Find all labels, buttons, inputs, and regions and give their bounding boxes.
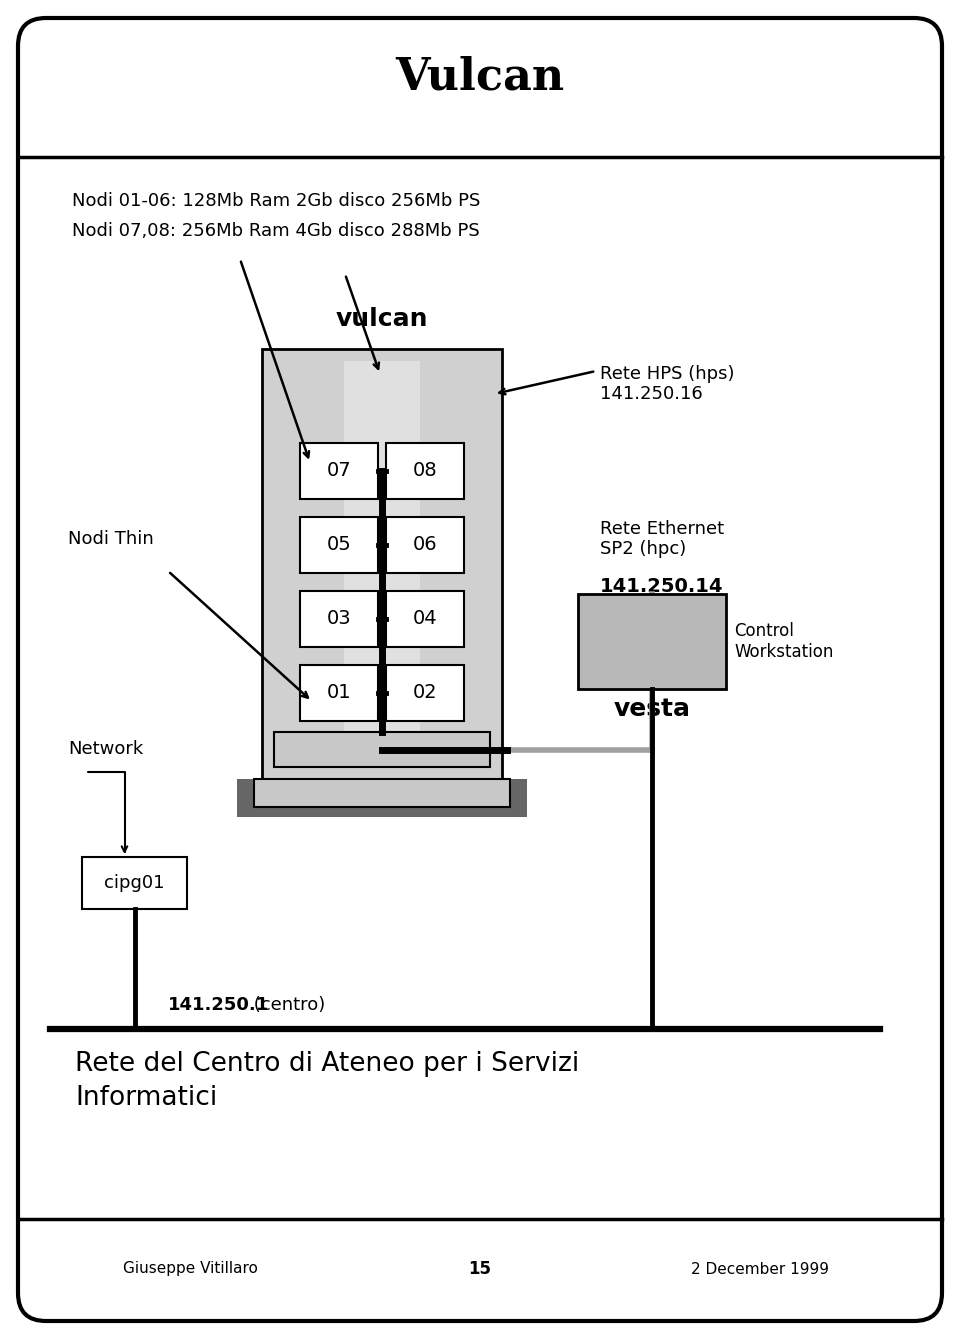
Bar — [386, 517, 464, 573]
Text: 04: 04 — [413, 609, 438, 628]
Bar — [344, 362, 420, 767]
Text: Giuseppe Vitillaro: Giuseppe Vitillaro — [123, 1261, 257, 1276]
Text: 05: 05 — [326, 536, 351, 554]
Bar — [386, 590, 464, 647]
Text: 15: 15 — [468, 1260, 492, 1277]
Bar — [386, 665, 464, 720]
Text: Rete Ethernet
SP2 (hpc): Rete Ethernet SP2 (hpc) — [600, 520, 724, 558]
Text: Rete HPS (hps)
141.250.16: Rete HPS (hps) 141.250.16 — [600, 364, 734, 403]
Text: 06: 06 — [413, 536, 438, 554]
Text: Nodi 01-06: 128Mb Ram 2Gb disco 256Mb PS: Nodi 01-06: 128Mb Ram 2Gb disco 256Mb PS — [72, 191, 480, 210]
Text: 2 December 1999: 2 December 1999 — [691, 1261, 829, 1276]
Bar — [300, 517, 378, 573]
Text: Control
Workstation: Control Workstation — [734, 623, 833, 661]
Bar — [274, 732, 490, 767]
Bar — [300, 443, 378, 499]
Bar — [578, 595, 726, 690]
Text: Nodi Thin: Nodi Thin — [68, 530, 154, 548]
Text: vulcan: vulcan — [336, 307, 428, 331]
Bar — [262, 349, 502, 779]
FancyBboxPatch shape — [18, 17, 942, 1322]
Text: 141.250.1: 141.250.1 — [168, 996, 269, 1014]
Bar — [254, 779, 510, 807]
Bar — [82, 857, 187, 909]
Text: 03: 03 — [326, 609, 351, 628]
Bar — [386, 443, 464, 499]
Bar — [300, 665, 378, 720]
Text: (centro): (centro) — [248, 996, 325, 1014]
Bar — [237, 779, 527, 817]
Text: 01: 01 — [326, 683, 351, 703]
Text: vesta: vesta — [613, 698, 690, 720]
Text: 02: 02 — [413, 683, 438, 703]
Text: 08: 08 — [413, 462, 438, 481]
Text: Rete del Centro di Ateneo per i Servizi
Informatici: Rete del Centro di Ateneo per i Servizi … — [75, 1051, 579, 1111]
Text: Vulcan: Vulcan — [396, 55, 564, 99]
Text: Network: Network — [68, 740, 143, 758]
Text: 07: 07 — [326, 462, 351, 481]
Text: Nodi 07,08: 256Mb Ram 4Gb disco 288Mb PS: Nodi 07,08: 256Mb Ram 4Gb disco 288Mb PS — [72, 222, 480, 240]
Text: 141.250.14: 141.250.14 — [600, 577, 724, 596]
Text: cipg01: cipg01 — [105, 874, 165, 892]
Bar — [300, 590, 378, 647]
